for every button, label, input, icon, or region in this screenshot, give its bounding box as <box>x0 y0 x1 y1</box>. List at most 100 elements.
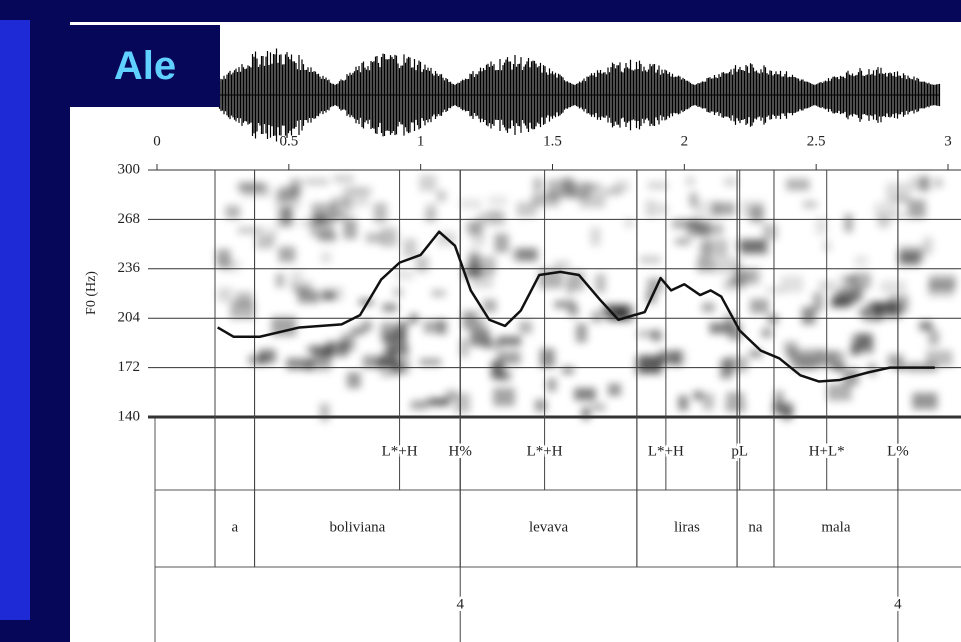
word-label: na <box>748 519 763 535</box>
spectrogram-blob <box>395 269 413 280</box>
spectrogram-blob <box>533 178 542 190</box>
spectrogram-blob <box>788 348 797 363</box>
spectrogram-blob <box>908 200 926 219</box>
spectrogram-blob <box>571 182 590 198</box>
spectrogram-blob <box>898 252 920 266</box>
spectrogram-blob <box>768 314 779 324</box>
spectrogram-blob <box>380 370 391 377</box>
spectrogram-blob <box>454 393 470 412</box>
tone-label: L*+H <box>527 443 563 459</box>
spectrogram-blob <box>411 401 428 409</box>
spectrogram-blob <box>926 350 952 366</box>
spectrogram-blob <box>343 220 357 239</box>
word-label: mala <box>821 519 850 535</box>
spectrogram-blob <box>693 391 703 400</box>
spectrogram-blob <box>893 210 907 219</box>
spectrogram-blob <box>724 178 737 186</box>
spectrogram-blob <box>702 393 714 410</box>
x-tick-label: 2 <box>681 133 689 149</box>
spectrogram-blob <box>498 336 521 346</box>
spectrogram-blob <box>604 187 621 195</box>
spectrogram-blob <box>929 275 956 289</box>
spectrogram-blob <box>831 299 849 308</box>
break-label: 4 <box>894 596 902 612</box>
spectrogram-blob <box>394 328 406 348</box>
spectrogram-blob <box>803 201 817 208</box>
spectrogram-blob <box>425 398 448 405</box>
spectrogram-blob <box>242 183 270 196</box>
spectrogram-blob <box>762 224 777 240</box>
tone-label: L*+H <box>382 443 418 459</box>
spectrogram-blob <box>283 206 291 222</box>
spectrogram-blob <box>704 239 728 256</box>
spectrogram-blob <box>554 301 576 308</box>
spectrogram-blob <box>592 404 606 412</box>
spectrogram-blob <box>678 396 688 411</box>
spectrogram-blob <box>484 339 500 350</box>
x-tick-label: 1 <box>417 133 425 149</box>
spectrogram-blob <box>416 256 429 272</box>
spectrogram-blob <box>426 204 436 213</box>
spectrogram-blob <box>786 179 809 191</box>
speaker-label: Ale <box>70 25 220 107</box>
spectrogram-blob <box>334 175 354 182</box>
spectrogram-blob <box>686 177 694 186</box>
spectrogram-blob <box>797 349 823 368</box>
spectrogram-blob <box>923 237 932 254</box>
y-axis-title: F0 (Hz) <box>84 271 99 315</box>
spectrogram-blob <box>766 287 784 294</box>
slide: F0 (Hz) 14017220423626830000.511.522.53a… <box>0 0 961 642</box>
spectrogram-blob <box>305 179 329 185</box>
spectrogram-blob <box>845 214 853 232</box>
tone-label: H% <box>449 443 472 459</box>
spectrogram-blob <box>652 330 662 341</box>
x-tick-label: 1.5 <box>543 133 562 149</box>
spectrogram-blob <box>298 290 319 303</box>
spectrogram-blob <box>827 384 851 401</box>
spectrogram-blob <box>851 335 873 354</box>
spectrogram-blob <box>463 311 478 329</box>
spectrogram-blob <box>217 288 232 302</box>
spectrogram-blob <box>659 351 680 365</box>
spectrogram-blob <box>248 355 266 364</box>
spectrogram-blob <box>290 270 302 281</box>
spectrogram-blob <box>646 200 655 217</box>
spectrogram-blob <box>424 321 443 334</box>
spectrogram-blob <box>238 227 264 233</box>
spectrogram-blob <box>912 393 937 409</box>
spectrogram-blob <box>639 355 661 373</box>
spectrogram-blob <box>226 206 241 219</box>
spectrogram-blob <box>476 319 486 330</box>
spectrogram-blob <box>483 299 496 312</box>
spectrogram-blob <box>568 307 578 316</box>
x-tick-label: 0.5 <box>279 133 298 149</box>
x-tick-label: 2.5 <box>807 133 826 149</box>
spectrogram-blob <box>276 273 284 287</box>
spectrogram-blob <box>781 276 803 293</box>
spectrogram-blob <box>697 258 715 272</box>
spectrogram-blob <box>279 247 296 262</box>
y-tick-label: 172 <box>118 359 141 375</box>
word-label: liras <box>674 519 700 535</box>
spectrogram-blob <box>351 327 364 335</box>
tone-label: L*+H <box>648 443 684 459</box>
spectrogram-blob <box>726 393 744 400</box>
spectrogram-blob <box>341 333 355 350</box>
spectrogram-blob <box>562 177 573 195</box>
spectrogram-blob <box>838 277 854 283</box>
spectrogram-blob <box>889 295 909 312</box>
spectrogram-blob <box>741 201 764 218</box>
y-tick-label: 300 <box>118 161 141 177</box>
spectrogram-blob <box>928 330 939 345</box>
spectrogram-blob <box>381 228 398 246</box>
spectrogram-blob <box>437 191 446 202</box>
spectrogram-blob <box>403 239 416 258</box>
spectrogram-blob <box>382 304 397 312</box>
spectrogram-blob <box>710 323 731 334</box>
spectrogram-blob <box>321 252 331 263</box>
spectrogram-blob <box>517 248 538 261</box>
spectrogram-blob <box>432 290 446 297</box>
spectrogram-blob <box>737 239 765 252</box>
spectrogram-blob <box>554 261 570 269</box>
spectrogram-blob <box>236 292 253 306</box>
